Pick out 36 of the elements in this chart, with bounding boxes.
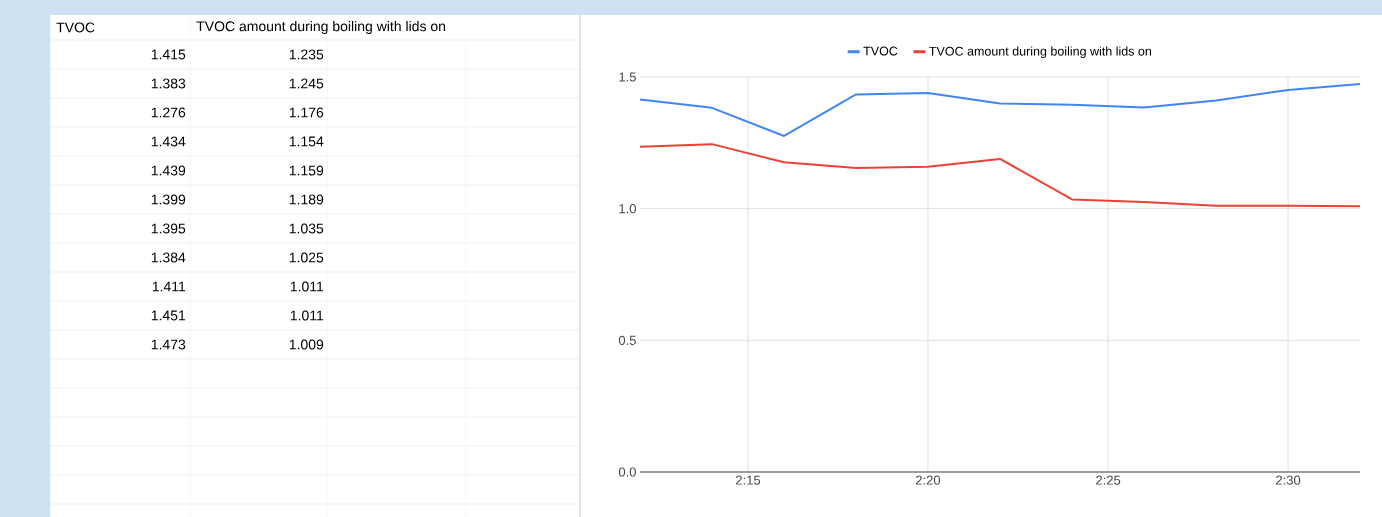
y-tick-label: 1.0	[619, 204, 636, 214]
text: 1.159	[289, 165, 324, 176]
x-tick-label: 2:20	[915, 475, 941, 485]
text: 1.451	[151, 310, 186, 321]
text: 1.245	[289, 78, 324, 89]
text: 1.384	[151, 252, 186, 263]
text: 1.011	[290, 281, 324, 292]
text: 1.395	[151, 223, 186, 234]
x-tick-label: 2:30	[1276, 475, 1301, 485]
text: 1.025	[289, 252, 324, 263]
text: 1.473	[151, 339, 186, 350]
text: 1.439	[151, 165, 186, 176]
legend-label: TVOC	[863, 46, 898, 56]
y-tick-label: 0.0	[618, 467, 636, 477]
text: 1.411	[152, 281, 186, 292]
text: 1.189	[289, 194, 324, 205]
text: TVOC amount during boiling with lids on	[196, 20, 446, 35]
text: 1.176	[289, 107, 324, 118]
text: 1.009	[289, 339, 324, 350]
x-tick-label: 2:25	[1096, 475, 1121, 485]
text: 1.383	[151, 78, 186, 89]
y-tick-label: 0.5	[618, 335, 636, 345]
y-tick-label: 1.5	[619, 72, 636, 82]
legend-label: TVOC amount during boiling with lids on	[929, 46, 1151, 59]
text: 1.399	[151, 194, 186, 205]
text: 1.235	[289, 49, 324, 60]
text: 1.035	[289, 223, 324, 234]
text: 1.276	[151, 107, 186, 118]
text: 1.434	[151, 136, 186, 147]
text: TVOC	[56, 22, 95, 33]
text: 1.011	[290, 310, 324, 321]
x-tick-label: 2:15	[736, 475, 761, 485]
text: 1.154	[289, 136, 324, 147]
text: 1.415	[151, 49, 186, 60]
line-series	[639, 143, 1362, 208]
line-series	[639, 83, 1362, 137]
